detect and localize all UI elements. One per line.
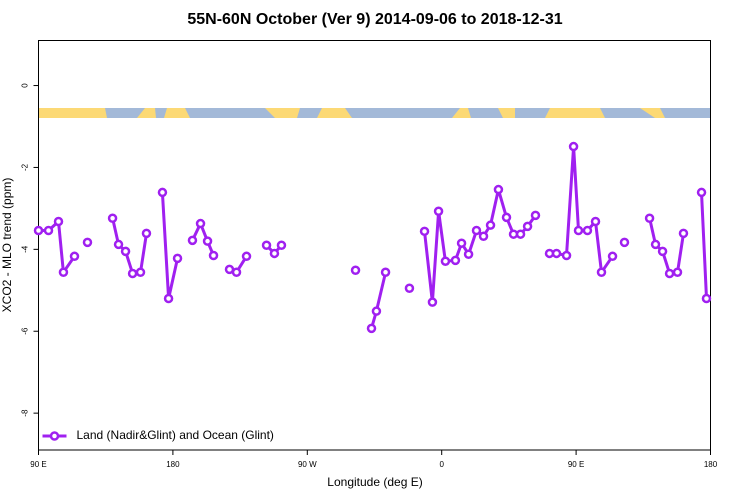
data-point <box>596 267 607 278</box>
data-point <box>33 225 44 236</box>
data-point <box>450 255 461 266</box>
data-point <box>419 226 430 237</box>
data-point <box>493 184 504 195</box>
x-tick-label: 180 <box>166 460 180 469</box>
data-point <box>664 268 675 279</box>
data-point <box>644 213 655 223</box>
data-point <box>619 237 630 248</box>
data-point <box>522 221 533 232</box>
data-point <box>202 236 213 246</box>
data-point <box>141 228 152 239</box>
data-point <box>427 297 438 307</box>
data-point <box>58 267 69 278</box>
data-point <box>440 256 451 266</box>
data-point <box>471 225 482 236</box>
y-tick-label: -6 <box>21 327 30 335</box>
data-point <box>701 293 712 304</box>
x-tick-label: 0 <box>439 460 444 469</box>
data-point <box>551 248 562 259</box>
x-tick-label: 180 <box>704 460 718 469</box>
data-point <box>568 141 579 152</box>
legend-label: Land (Nadir&Glint) and Ocean (Glint) <box>77 428 274 442</box>
data-point <box>43 225 54 236</box>
data-point <box>650 239 661 250</box>
data-point <box>276 240 287 250</box>
data-point <box>515 229 526 239</box>
data-point <box>135 267 146 278</box>
data-point <box>208 250 219 261</box>
data-point <box>590 216 601 227</box>
y-tick-label: -2 <box>21 163 30 171</box>
data-point <box>157 187 168 198</box>
data-point <box>657 246 668 257</box>
data-point <box>195 218 206 229</box>
x-tick-label: 90 E <box>568 460 584 469</box>
data-point <box>530 210 541 221</box>
data-point <box>120 246 131 257</box>
y-tick-label: -8 <box>21 409 30 417</box>
x-tick-label: 90 E <box>30 460 46 469</box>
y-tick-label: -4 <box>21 245 30 253</box>
x-axis-label: Longitude (deg E) <box>327 475 422 489</box>
data-point <box>582 225 593 236</box>
data-point <box>380 267 391 278</box>
data-point <box>241 251 252 262</box>
y-tick-label: 0 <box>21 83 30 88</box>
data-point <box>187 235 198 246</box>
legend-marker <box>49 431 60 441</box>
data-point <box>163 293 174 304</box>
plot-frame <box>38 40 711 451</box>
data-point <box>82 237 93 248</box>
data-point <box>678 228 689 239</box>
legend: Land (Nadir&Glint) and Ocean (Glint) <box>42 428 274 442</box>
data-point <box>113 239 124 250</box>
data-point <box>485 220 496 230</box>
data-point <box>231 267 242 278</box>
y-axis-label: XCO2 - MLO trend (ppm) <box>0 178 14 313</box>
data-point <box>172 253 183 264</box>
data-point <box>672 267 683 278</box>
data-point <box>404 283 415 293</box>
data-point <box>463 249 474 260</box>
data-line <box>38 146 708 329</box>
data-point <box>433 206 444 217</box>
data-point <box>501 212 512 223</box>
x-tick-label: 90 W <box>298 460 317 469</box>
data-point <box>350 265 361 275</box>
data-point <box>478 231 489 241</box>
data-point <box>107 213 118 223</box>
data-point <box>269 248 280 259</box>
data-point <box>261 240 272 250</box>
data-point <box>366 323 377 334</box>
data-point <box>69 251 80 262</box>
data-point <box>696 187 707 198</box>
chart-title: 55N-60N October (Ver 9) 2014-09-06 to 20… <box>187 11 562 28</box>
map-strip <box>39 108 710 118</box>
data-point <box>371 306 382 316</box>
data-point <box>53 216 64 227</box>
data-point <box>456 238 467 248</box>
data-point <box>561 250 572 261</box>
data-point <box>607 251 618 262</box>
data-point <box>573 225 584 236</box>
data-point <box>127 268 138 279</box>
